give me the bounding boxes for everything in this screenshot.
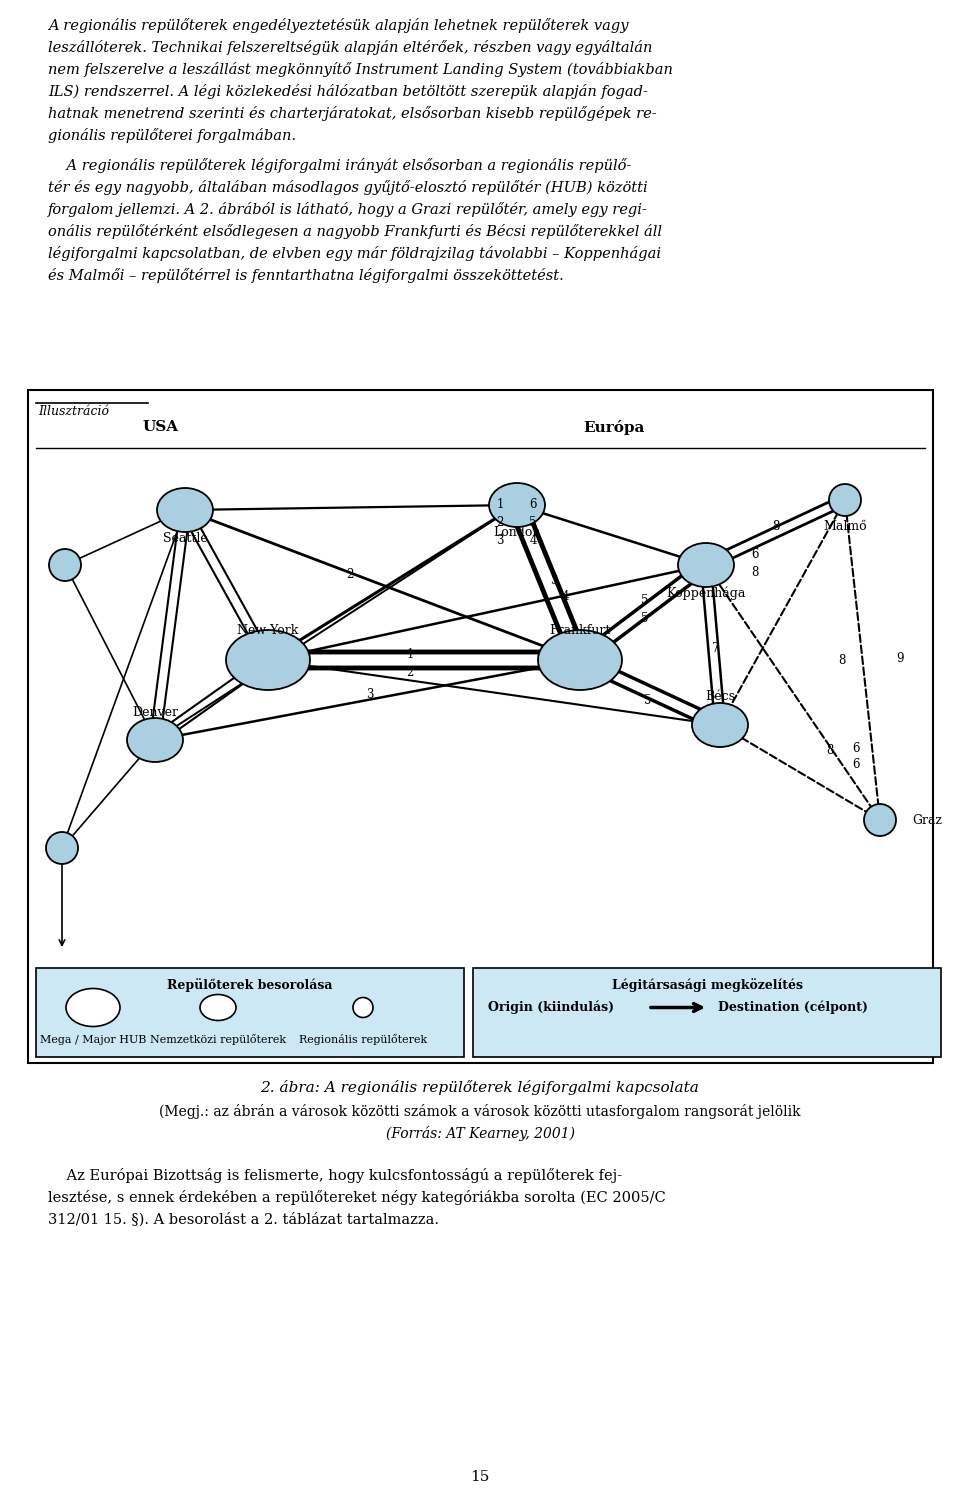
Text: 8: 8 — [752, 566, 758, 578]
Text: 312/01 15. §). A besorolást a 2. táblázat tartalmazza.: 312/01 15. §). A besorolást a 2. tábláza… — [48, 1213, 439, 1226]
Text: 5: 5 — [644, 693, 652, 707]
Text: Destination (célpont): Destination (célpont) — [718, 1001, 868, 1015]
Text: 6: 6 — [852, 759, 860, 771]
Ellipse shape — [66, 988, 120, 1027]
Text: lesztése, s ennek érdekében a repülőtereket négy kategóriákba sorolta (EC 2005/C: lesztése, s ennek érdekében a repülőtere… — [48, 1190, 665, 1205]
Text: 7: 7 — [712, 642, 720, 654]
Text: Malmő: Malmő — [823, 519, 867, 533]
Text: nem felszerelve a leszállást megkönnyítő Instrument Landing System (továbbiakban: nem felszerelve a leszállást megkönnyítő… — [48, 61, 673, 76]
Text: 3: 3 — [367, 689, 373, 702]
Ellipse shape — [678, 543, 734, 587]
Text: 8: 8 — [772, 521, 780, 533]
Text: New York: New York — [237, 623, 299, 636]
Text: Seattle: Seattle — [162, 531, 207, 545]
Text: Graz: Graz — [912, 813, 942, 826]
Text: Repülőterek besorolása: Repülőterek besorolása — [167, 978, 333, 993]
Text: 2: 2 — [406, 666, 414, 678]
Text: hatnak menetrend szerinti és charterjáratokat, elsősorban kisebb repülőgépek re-: hatnak menetrend szerinti és charterjára… — [48, 106, 657, 121]
Text: (Forrás: AT Kearney, 2001): (Forrás: AT Kearney, 2001) — [386, 1126, 574, 1141]
Ellipse shape — [49, 549, 81, 581]
Text: 5: 5 — [641, 611, 649, 624]
Ellipse shape — [226, 630, 310, 690]
Text: Origin (kiindulás): Origin (kiindulás) — [488, 1001, 614, 1015]
Text: Koppenhága: Koppenhága — [666, 587, 746, 600]
Text: onális repülőtérként elsődlegesen a nagyobb Frankfurti és Bécsi repülőterekkel á: onális repülőtérként elsődlegesen a nagy… — [48, 225, 662, 240]
Ellipse shape — [692, 704, 748, 747]
Text: 5: 5 — [529, 515, 537, 528]
Text: Frankfurt: Frankfurt — [549, 623, 611, 636]
Ellipse shape — [864, 804, 896, 835]
Text: 2. ábra: A regionális repülőterek légiforgalmi kapcsolata: 2. ábra: A regionális repülőterek légifo… — [260, 1079, 700, 1094]
Text: Nemzetközi repülőterek: Nemzetközi repülőterek — [150, 1034, 286, 1045]
Ellipse shape — [829, 484, 861, 516]
Text: 6: 6 — [752, 548, 758, 561]
Ellipse shape — [127, 719, 183, 762]
Bar — [28, 391, 933, 1063]
Text: 4: 4 — [562, 590, 568, 603]
Text: és Malmői – repülőtérrel is fenntarthatna légiforgalmi összeköttetést.: és Malmői – repülőtérrel is fenntarthatn… — [48, 268, 564, 283]
Ellipse shape — [46, 832, 78, 864]
Text: A regionális repülőterek légiforgalmi irányát elsősorban a regionális repülő-: A regionális repülőterek légiforgalmi ir… — [48, 159, 632, 174]
Text: 2: 2 — [496, 515, 504, 528]
Text: London: London — [493, 527, 540, 539]
Text: 9: 9 — [897, 651, 903, 665]
Text: 8: 8 — [838, 654, 846, 666]
Text: 6: 6 — [529, 499, 537, 512]
Bar — [473, 969, 941, 1057]
Text: A regionális repülőterek engedélyeztetésük alapján lehetnek repülőterek vagy: A regionális repülőterek engedélyeztetés… — [48, 18, 629, 33]
Bar — [36, 969, 464, 1057]
Ellipse shape — [489, 484, 545, 527]
Text: 6: 6 — [852, 741, 860, 754]
Text: (Megj.: az ábrán a városok közötti számok a városok közötti utasforgalom rangsor: (Megj.: az ábrán a városok közötti számo… — [159, 1103, 801, 1118]
Ellipse shape — [157, 488, 213, 531]
Text: 4: 4 — [529, 533, 537, 546]
Text: forgalom jellemzi. A 2. ábrából is látható, hogy a Grazi repülőtér, amely egy re: forgalom jellemzi. A 2. ábrából is látha… — [48, 202, 648, 217]
Text: 3: 3 — [550, 573, 558, 587]
Text: tér és egy nagyobb, általában másodlagos gyűjtő-elosztó repülőtér (HUB) közötti: tér és egy nagyobb, általában másodlagos… — [48, 180, 648, 195]
Text: 15: 15 — [470, 1470, 490, 1484]
Ellipse shape — [200, 994, 236, 1021]
Text: Légitársasági megközelítés: Légitársasági megközelítés — [612, 978, 803, 993]
Text: 8: 8 — [827, 744, 833, 756]
Text: Denver: Denver — [132, 705, 178, 719]
Text: ILS) rendszerrel. A légi közlekedési hálózatban betöltött szerepük alapján fogad: ILS) rendszerrel. A légi közlekedési hál… — [48, 84, 648, 99]
Text: Mega / Major HUB: Mega / Major HUB — [39, 1034, 146, 1045]
Text: Európa: Európa — [583, 421, 644, 436]
Text: Regionális repülőterek: Regionális repülőterek — [299, 1034, 427, 1045]
Text: gionális repülőterei forgalmában.: gionális repülőterei forgalmában. — [48, 129, 296, 144]
Text: Bécs: Bécs — [705, 690, 735, 704]
Text: 2: 2 — [347, 569, 353, 581]
Ellipse shape — [353, 997, 373, 1018]
Text: légiforgalmi kapcsolatban, de elvben egy már földrajzilag távolabbi – Koppenhága: légiforgalmi kapcsolatban, de elvben egy… — [48, 246, 661, 260]
Text: Illusztráció: Illusztráció — [38, 406, 109, 418]
Ellipse shape — [538, 630, 622, 690]
Text: 1: 1 — [406, 648, 414, 662]
Text: 3: 3 — [496, 533, 504, 546]
Text: leszállóterek. Technikai felszereltségük alapján eltérőek, részben vagy egyáltal: leszállóterek. Technikai felszereltségük… — [48, 40, 653, 55]
Text: 5: 5 — [641, 593, 649, 606]
Text: 1: 1 — [496, 499, 504, 512]
Text: USA: USA — [143, 421, 180, 434]
Text: Az Európai Bizottság is felismerte, hogy kulcsfontosságú a repülőterek fej-: Az Európai Bizottság is felismerte, hogy… — [48, 1168, 622, 1183]
